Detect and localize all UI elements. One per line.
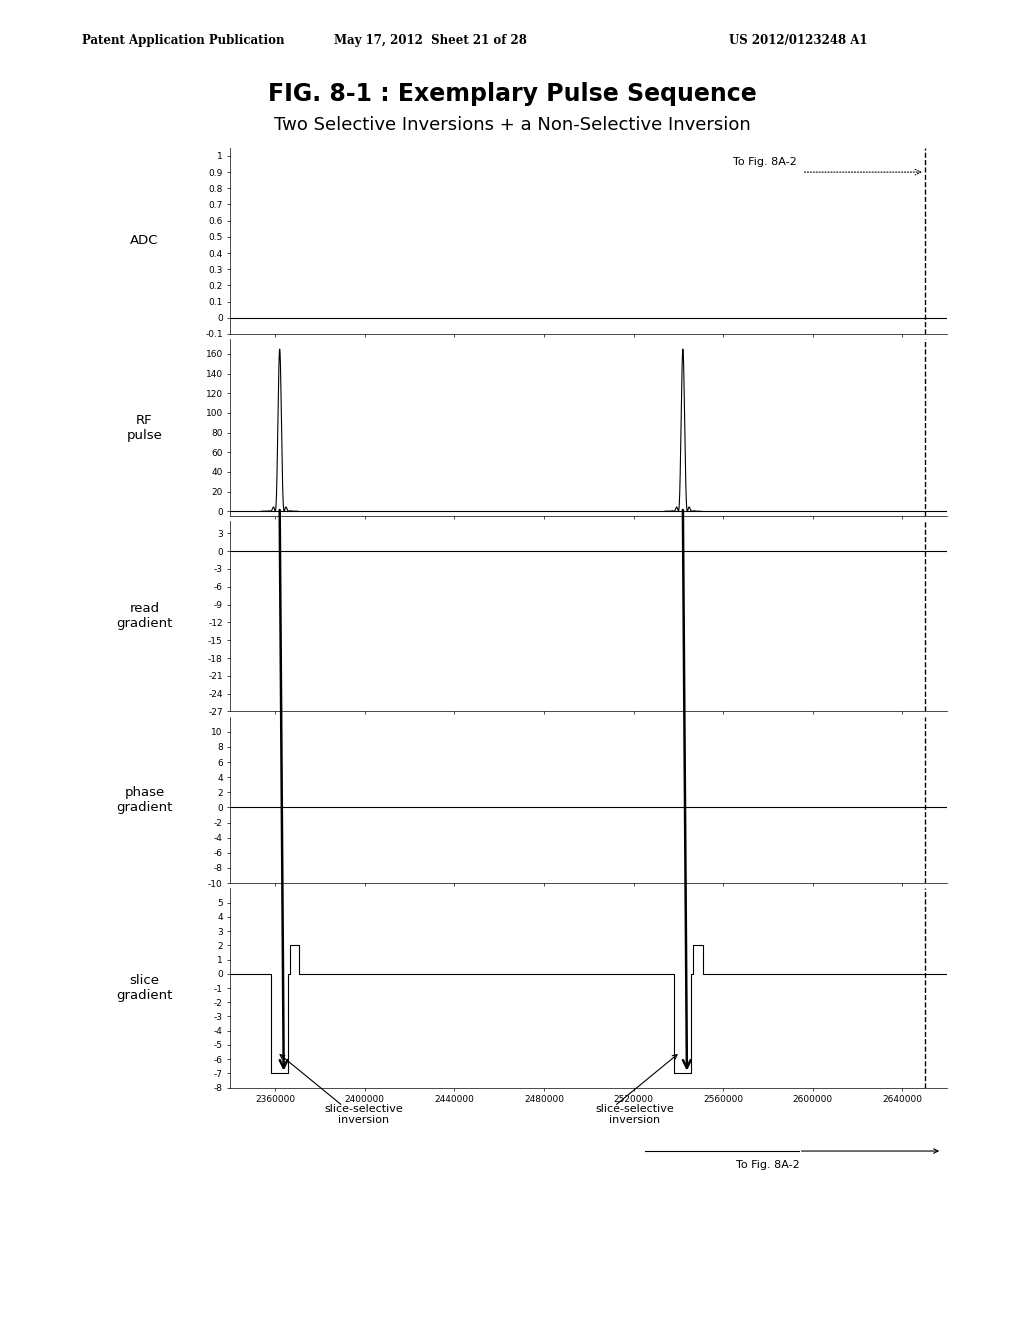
Text: To Fig. 8A-2: To Fig. 8A-2 <box>736 1160 800 1171</box>
Text: US 2012/0123248 A1: US 2012/0123248 A1 <box>729 34 868 48</box>
Text: RF
pulse: RF pulse <box>126 413 163 442</box>
Text: slice-selective
inversion: slice-selective inversion <box>596 1104 674 1125</box>
Text: ADC: ADC <box>130 235 159 247</box>
Text: slice
gradient: slice gradient <box>116 974 173 1002</box>
Text: To Fig. 8A-2: To Fig. 8A-2 <box>733 157 797 168</box>
Text: phase
gradient: phase gradient <box>116 785 173 814</box>
Text: Two Selective Inversions + a Non-Selective Inversion: Two Selective Inversions + a Non-Selecti… <box>273 116 751 135</box>
Text: FIG. 8-1 : Exemplary Pulse Sequence: FIG. 8-1 : Exemplary Pulse Sequence <box>267 82 757 106</box>
Text: May 17, 2012  Sheet 21 of 28: May 17, 2012 Sheet 21 of 28 <box>334 34 526 48</box>
Text: slice-selective
inversion: slice-selective inversion <box>325 1104 402 1125</box>
Text: Patent Application Publication: Patent Application Publication <box>82 34 285 48</box>
Text: read
gradient: read gradient <box>116 602 173 631</box>
